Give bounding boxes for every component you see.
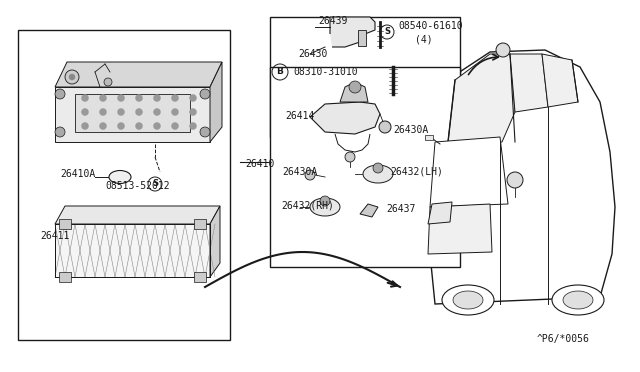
Text: 08513-52012: 08513-52012 — [105, 181, 170, 191]
Text: 26432(LH): 26432(LH) — [390, 167, 443, 177]
Circle shape — [172, 109, 179, 115]
Circle shape — [55, 89, 65, 99]
Polygon shape — [428, 202, 452, 224]
Text: 26410A: 26410A — [60, 169, 95, 179]
Circle shape — [507, 172, 523, 188]
Circle shape — [136, 109, 143, 115]
Text: 26439: 26439 — [318, 16, 348, 26]
Bar — [358, 30, 366, 46]
Circle shape — [373, 163, 383, 173]
Bar — [59, 272, 71, 282]
Bar — [59, 219, 71, 229]
Text: 26411: 26411 — [40, 231, 69, 241]
Ellipse shape — [363, 165, 393, 183]
Circle shape — [349, 81, 361, 93]
Bar — [425, 135, 433, 140]
Circle shape — [99, 94, 106, 102]
Text: ^P6/*0056: ^P6/*0056 — [537, 334, 590, 344]
Circle shape — [136, 94, 143, 102]
Polygon shape — [55, 206, 220, 224]
Polygon shape — [542, 54, 578, 107]
Circle shape — [345, 152, 355, 162]
Polygon shape — [448, 54, 515, 142]
Circle shape — [81, 122, 88, 129]
Text: 08540-61610: 08540-61610 — [398, 21, 463, 31]
Text: 26410: 26410 — [245, 159, 275, 169]
Ellipse shape — [552, 285, 604, 315]
Ellipse shape — [453, 291, 483, 309]
Polygon shape — [430, 137, 508, 207]
Polygon shape — [55, 62, 222, 87]
Circle shape — [189, 109, 196, 115]
Polygon shape — [310, 102, 380, 134]
Circle shape — [379, 121, 391, 133]
Polygon shape — [210, 206, 220, 277]
Polygon shape — [330, 17, 375, 47]
Circle shape — [81, 94, 88, 102]
Polygon shape — [75, 94, 190, 132]
Circle shape — [172, 94, 179, 102]
Text: 26430A: 26430A — [282, 167, 317, 177]
Circle shape — [69, 74, 75, 80]
Circle shape — [99, 122, 106, 129]
Circle shape — [305, 170, 315, 180]
Polygon shape — [428, 204, 492, 254]
Text: (4): (4) — [415, 35, 433, 45]
Bar — [194, 219, 206, 229]
Circle shape — [136, 122, 143, 129]
Circle shape — [189, 122, 196, 129]
Polygon shape — [428, 50, 615, 304]
Circle shape — [65, 70, 79, 84]
Text: S: S — [152, 180, 158, 189]
Bar — [18, 30, 230, 340]
Text: 26432(RH): 26432(RH) — [281, 200, 334, 210]
Circle shape — [118, 122, 125, 129]
Circle shape — [189, 94, 196, 102]
Text: 26430: 26430 — [298, 49, 328, 59]
Polygon shape — [360, 204, 378, 217]
Ellipse shape — [563, 291, 593, 309]
Circle shape — [154, 109, 161, 115]
Text: B: B — [276, 67, 284, 77]
Text: 26437: 26437 — [386, 204, 415, 214]
Polygon shape — [210, 62, 222, 142]
Circle shape — [496, 43, 510, 57]
Ellipse shape — [109, 170, 131, 183]
Circle shape — [200, 89, 210, 99]
Circle shape — [118, 94, 125, 102]
Circle shape — [104, 78, 112, 86]
Circle shape — [154, 94, 161, 102]
Polygon shape — [340, 82, 368, 102]
Ellipse shape — [310, 198, 340, 216]
Polygon shape — [510, 54, 548, 112]
Circle shape — [81, 109, 88, 115]
Text: 08310-31010: 08310-31010 — [293, 67, 358, 77]
Circle shape — [172, 122, 179, 129]
Circle shape — [55, 127, 65, 137]
Circle shape — [320, 196, 330, 206]
Bar — [270, 67, 460, 267]
Text: 26414: 26414 — [285, 111, 314, 121]
Circle shape — [154, 122, 161, 129]
Polygon shape — [55, 87, 210, 142]
Circle shape — [200, 127, 210, 137]
Circle shape — [99, 109, 106, 115]
Polygon shape — [55, 224, 210, 277]
Text: 26430A: 26430A — [393, 125, 428, 135]
Bar — [270, 17, 460, 137]
Ellipse shape — [442, 285, 494, 315]
Bar — [194, 272, 206, 282]
Text: S: S — [384, 28, 390, 36]
Circle shape — [118, 109, 125, 115]
